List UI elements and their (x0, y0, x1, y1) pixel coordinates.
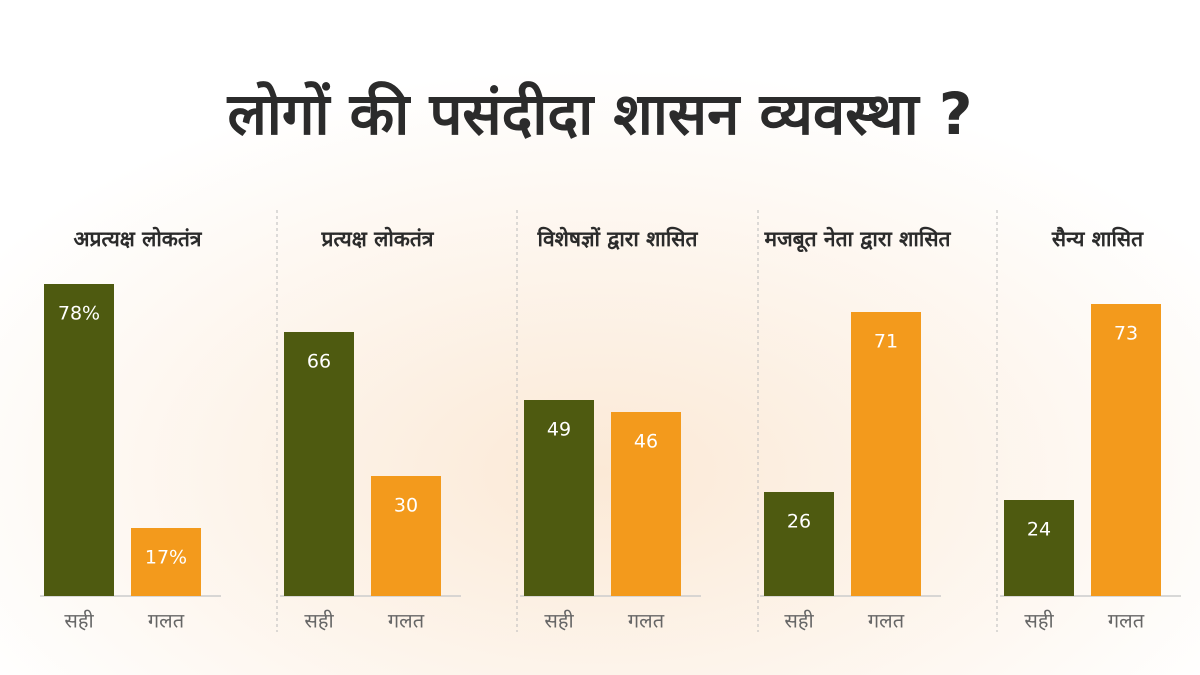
category-label: सही (544, 609, 574, 633)
value-label: 73 (1114, 323, 1138, 345)
value-label: 49 (547, 419, 571, 441)
panel-title: विशेषज्ञों द्वारा शासित (537, 226, 699, 251)
bar (524, 400, 594, 596)
value-label: 66 (307, 351, 331, 373)
bar (851, 312, 921, 596)
panel-title: सैन्य शासित (1051, 226, 1144, 251)
category-label: गलत (148, 609, 185, 633)
bar (371, 476, 441, 596)
value-label: 71 (874, 331, 898, 353)
bar (764, 492, 834, 596)
category-label: गलत (628, 609, 665, 633)
bar (131, 528, 201, 596)
bar (1091, 304, 1161, 596)
panel-title: प्रत्यक्ष लोकतंत्र (321, 226, 435, 251)
category-label: सही (1024, 609, 1054, 633)
category-label: सही (64, 609, 94, 633)
bar (284, 332, 354, 596)
bar (611, 412, 681, 596)
bar (44, 284, 114, 596)
category-label: गलत (1108, 609, 1145, 633)
value-label: 78% (58, 303, 100, 325)
value-label: 46 (634, 431, 658, 453)
category-label: गलत (388, 609, 425, 633)
value-label: 26 (787, 511, 811, 533)
panel-title: मजबूत नेता द्वारा शासित (764, 226, 952, 253)
value-label: 17% (145, 547, 187, 569)
category-label: सही (784, 609, 814, 633)
bar (1004, 500, 1074, 596)
page-title: लोगों की पसंदीदा शासन व्यवस्था ? (226, 80, 972, 148)
value-label: 24 (1027, 519, 1051, 541)
category-label: गलत (868, 609, 905, 633)
panel-title: अप्रत्यक्ष लोकतंत्र (74, 226, 203, 251)
value-label: 30 (394, 495, 418, 517)
category-label: सही (304, 609, 334, 633)
